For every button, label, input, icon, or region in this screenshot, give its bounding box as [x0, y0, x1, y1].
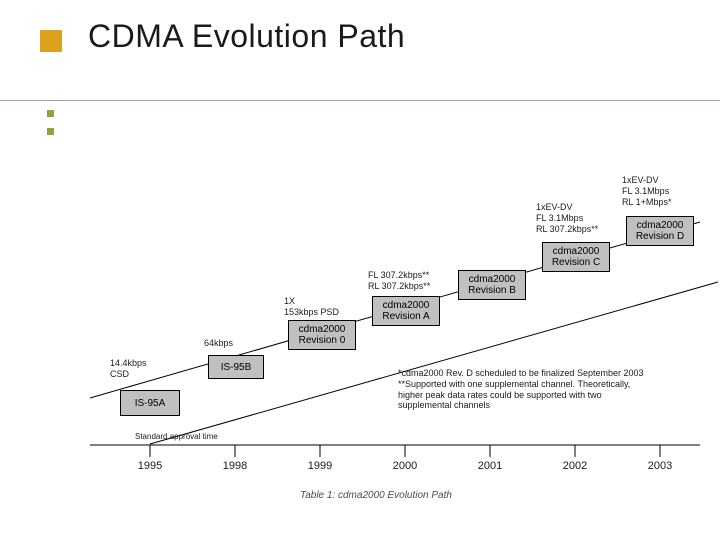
footnote-line: **Supported with one supplemental channe… [398, 379, 644, 390]
spec-line: 64kbps [204, 338, 233, 349]
timeline-year-label: 2002 [563, 460, 587, 472]
evolution-box-revC: cdma2000Revision C [542, 242, 610, 272]
timeline-year-label: 2003 [648, 460, 672, 472]
title-accent-icon [40, 30, 62, 52]
spec-line: 14.4kbps [110, 358, 147, 369]
box-line1: cdma2000 [376, 300, 436, 311]
figure-caption: Table 1: cdma2000 Evolution Path [300, 490, 452, 501]
spec-line: 153kbps PSD [284, 307, 339, 318]
evolution-lines [0, 0, 720, 540]
divider-top [0, 100, 720, 101]
spec-revC: 1xEV-DVFL 3.1MbpsRL 307.2kbps** [536, 202, 598, 234]
spec-line: RL 307.2kbps** [536, 224, 598, 235]
box-line2: Revision C [546, 257, 606, 268]
spec-line: CSD [110, 369, 147, 380]
evolution-box-revD: cdma2000Revision D [626, 216, 694, 246]
spec-line: RL 1+Mbps* [622, 197, 671, 208]
timeline-year-label: 2000 [393, 460, 417, 472]
evolution-box-revB: cdma2000Revision B [458, 270, 526, 300]
footnote-line: higher peak data rates could be supporte… [398, 390, 644, 401]
box-line2: Revision 0 [292, 335, 352, 346]
bullet-icon [47, 110, 54, 117]
footnote: *cdma2000 Rev. D scheduled to be finaliz… [398, 368, 644, 411]
spec-revA: FL 307.2kbps**RL 307.2kbps** [368, 270, 430, 292]
timeline-year-label: 2001 [478, 460, 502, 472]
slide-title: CDMA Evolution Path [88, 18, 405, 55]
spec-line: RL 307.2kbps** [368, 281, 430, 292]
box-line1: cdma2000 [462, 274, 522, 285]
spec-line: 1xEV-DV [536, 202, 598, 213]
timeline-year-label: 1995 [138, 460, 162, 472]
box-line1: cdma2000 [546, 246, 606, 257]
timeline-year-label: 1998 [223, 460, 247, 472]
box-line2: Revision B [462, 285, 522, 296]
evolution-box-revA: cdma2000Revision A [372, 296, 440, 326]
box-line2: Revision A [376, 311, 436, 322]
spec-95a: 14.4kbpsCSD [110, 358, 147, 380]
footnote-line: *cdma2000 Rev. D scheduled to be finaliz… [398, 368, 644, 379]
timeline-year-label: 1999 [308, 460, 332, 472]
spec-line: FL 3.1Mbps [622, 186, 671, 197]
spec-95b: 64kbps [204, 338, 233, 349]
box-line1: cdma2000 [292, 324, 352, 335]
spec-revD: 1xEV-DVFL 3.1MbpsRL 1+Mbps* [622, 175, 671, 207]
spec-line: FL 307.2kbps** [368, 270, 430, 281]
footnote-line: supplemental channels [398, 400, 644, 411]
timeline-ticks [150, 445, 660, 457]
spec-rev0: 1X153kbps PSD [284, 296, 339, 318]
spec-line: FL 3.1Mbps [536, 213, 598, 224]
axis-label: Standard approval time [135, 432, 218, 441]
box-line1: cdma2000 [630, 220, 690, 231]
spec-line: 1xEV-DV [622, 175, 671, 186]
evolution-box-is95b: IS-95B [208, 355, 264, 379]
slide: CDMA Evolution Path 1995 1998 1999 2000 2001… [0, 0, 720, 540]
evolution-box-rev0: cdma2000Revision 0 [288, 320, 356, 350]
spec-line: 1X [284, 296, 339, 307]
bullet-icon [47, 128, 54, 135]
evolution-box-is95a: IS-95A [120, 390, 180, 416]
box-line2: Revision D [630, 231, 690, 242]
